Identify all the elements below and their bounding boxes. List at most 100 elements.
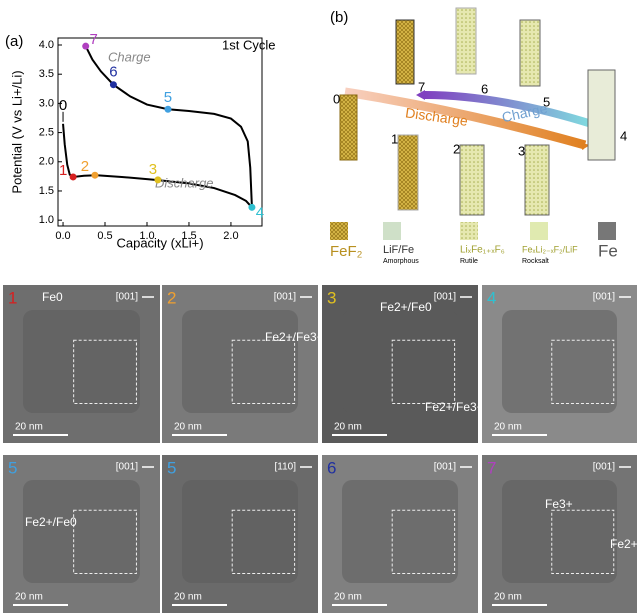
point-marker <box>109 81 117 89</box>
particle <box>23 480 140 583</box>
x-tick-label: 1.0 <box>139 230 154 242</box>
state-label: 2 <box>453 141 460 156</box>
legend-note: Amorphous <box>383 258 419 265</box>
rod <box>519 19 541 87</box>
point-marker <box>82 42 90 50</box>
roi-box <box>73 509 137 574</box>
particle <box>342 480 458 583</box>
point-label: 5 <box>164 89 172 106</box>
annotation: Fe0 <box>42 290 63 304</box>
rod <box>395 19 415 85</box>
charge-arrow <box>424 91 597 129</box>
point-marker <box>154 176 162 184</box>
y-tick-label: 4.0 <box>39 39 54 51</box>
rod <box>455 7 477 75</box>
legend-text: LiₓFe₁₊ₓF₆ <box>460 245 505 256</box>
state-label: 5 <box>543 94 550 109</box>
zone-axis: [110] <box>275 462 297 473</box>
legend-text: LiF/Fe <box>383 244 414 256</box>
point-marker <box>69 173 77 181</box>
legend-text: FeF₂ <box>330 243 363 260</box>
y-tick-label: 3.0 <box>39 97 54 109</box>
curve-label: Discharge <box>155 175 214 190</box>
curve <box>84 45 253 208</box>
panel-number: 6 <box>327 458 336 477</box>
panel-label: (b) <box>330 9 348 26</box>
point-label: 0 <box>59 97 67 114</box>
zone-axis: [001] <box>116 462 138 473</box>
annotation: Fe2+/Fe0 <box>25 515 77 529</box>
point-label: 3 <box>149 161 157 178</box>
legend-swatch <box>598 222 616 240</box>
zone-axis: [001] <box>593 462 615 473</box>
curve <box>62 123 253 208</box>
panel-number: 7 <box>487 458 496 477</box>
x-axis-label: Capacity (xLi+) <box>116 235 203 250</box>
x-tick-label: 1.5 <box>181 230 196 242</box>
zone-axis: [001] <box>116 292 138 303</box>
y-tick-label: 1.5 <box>39 185 54 197</box>
zone-axis: [001] <box>434 462 456 473</box>
point-marker <box>91 171 99 179</box>
roi-box <box>551 509 615 574</box>
particle <box>182 310 298 413</box>
panel-number: 2 <box>167 288 176 307</box>
legend-swatch <box>330 222 348 240</box>
rod <box>459 144 485 216</box>
scale-label: 20 nm <box>494 592 522 603</box>
panel-label: (a) <box>5 33 23 50</box>
roi-box <box>73 339 137 404</box>
roi-box <box>391 339 456 404</box>
annotation: Fe2+/Fe0 <box>380 300 432 314</box>
rod <box>339 94 358 161</box>
x-tick-label: 2.0 <box>223 230 238 242</box>
scale-label: 20 nm <box>494 422 522 433</box>
particle <box>182 480 298 583</box>
point-label: 4 <box>256 204 264 221</box>
panel-number: 4 <box>487 288 496 307</box>
state-label: 4 <box>620 128 627 143</box>
roi-box <box>231 339 296 404</box>
particle <box>342 310 458 413</box>
discharge-arrow <box>344 87 587 150</box>
panel-number: 5 <box>167 458 176 477</box>
schematic: (b) Discharge Charge 0 1 2 3 4 5 6 7 FeF… <box>330 7 627 265</box>
point-label: 2 <box>81 158 89 175</box>
rod <box>587 69 616 161</box>
roi-box <box>391 509 456 574</box>
y-tick-label: 2.5 <box>39 126 54 138</box>
zone-axis: [001] <box>434 292 456 303</box>
panel-number: 5 <box>8 458 17 477</box>
roi-box <box>231 509 296 574</box>
point-label: 6 <box>109 64 117 81</box>
particle <box>502 310 617 413</box>
rod <box>524 144 550 216</box>
x-tick-label: 0.0 <box>55 230 70 242</box>
state-label: 3 <box>518 143 525 158</box>
rod <box>397 134 419 211</box>
discharge-label: Discharge <box>404 104 469 129</box>
plot-frame <box>57 37 263 227</box>
particle <box>23 310 140 413</box>
annotation: 1st Cycle <box>222 37 275 52</box>
annotation: Fe2+ <box>610 537 638 551</box>
legend-note: Rocksalt <box>522 258 549 265</box>
panel-number: 3 <box>327 288 336 307</box>
legend-text: Fe <box>598 241 618 260</box>
point-marker <box>248 203 256 211</box>
scale-label: 20 nm <box>174 592 202 603</box>
annotation: Fe3+ <box>545 497 573 511</box>
scale-label: 20 nm <box>15 592 43 603</box>
legend-note: Rutile <box>460 258 478 265</box>
state-label: 7 <box>418 79 425 94</box>
legend-swatch <box>460 222 478 240</box>
point-label: 1 <box>59 162 67 179</box>
x-tick-label: 0.5 <box>97 230 112 242</box>
y-tick-label: 1.0 <box>39 214 54 226</box>
y-tick-label: 2.0 <box>39 156 54 168</box>
point-marker <box>164 105 172 113</box>
point-label: 7 <box>90 31 98 48</box>
annotation: Fe2+/Fe3+ <box>425 400 484 414</box>
state-label: 1 <box>391 131 398 146</box>
